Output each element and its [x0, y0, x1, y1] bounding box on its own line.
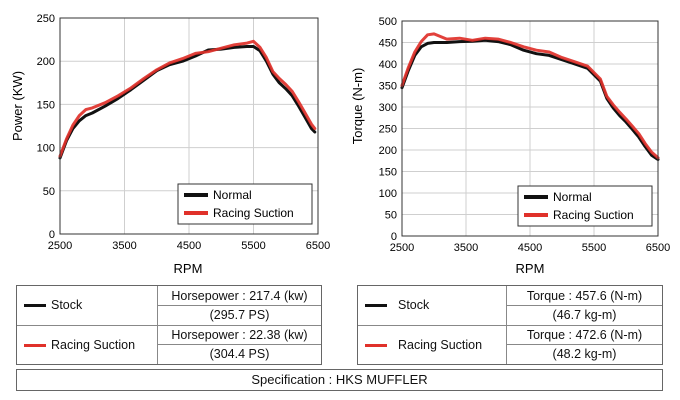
power-series-line-normal: [58, 45, 317, 160]
power-series-line-racing-suction: [58, 39, 317, 158]
torque-x-tick-label: 2500: [390, 242, 414, 254]
power-results-table: Stock Racing Suction Horsepower : 217.4 …: [16, 285, 322, 365]
power-legend: [177, 183, 313, 225]
stock-horsepower: Horsepower : 217.4 (kw): [171, 289, 308, 303]
power-legend-label: Racing Suction: [213, 206, 294, 220]
torque-y-axis-label: Torque (N-m): [350, 68, 365, 145]
stock-label: Stock: [398, 298, 430, 312]
torque-y-tick-label: 350: [379, 81, 397, 93]
torque-y-tick-label: 400: [379, 59, 397, 71]
torque-y-tick-label: 100: [379, 188, 397, 200]
torque-x-tick-label: 3500: [454, 242, 478, 254]
power-x-tick-label: 3500: [112, 240, 136, 252]
torque-x-tick-label: 6500: [646, 242, 670, 254]
power-x-axis-label: RPM: [174, 261, 203, 276]
power-x-tick-label: 4500: [177, 240, 201, 252]
racing-line-swatch: [365, 344, 387, 347]
torque-y-tick-label: 50: [385, 210, 397, 222]
power-x-tick-label: 2500: [48, 240, 72, 252]
torque-legend-label: Racing Suction: [553, 208, 634, 222]
torque-series-line-racing-suction: [400, 32, 660, 160]
torque-legend: [517, 185, 653, 227]
power-y-tick-label: 50: [43, 186, 55, 198]
torque-y-tick-label: 0: [391, 231, 397, 243]
torque-legend-label: Normal: [553, 190, 592, 204]
torque-series-line-normal: [400, 38, 660, 161]
power-y-axis-label: Power (KW): [10, 71, 25, 141]
stock-line-swatch: [365, 304, 387, 307]
torque-chart: 0 50 100 150 200 250 300 350 400 450 500 2500 3500 45…: [350, 16, 670, 276]
racing-torque-kgm: (48.2 kg-m): [552, 347, 617, 361]
torque-y-tick-label: 250: [379, 124, 397, 136]
power-y-tick-label: 0: [49, 229, 55, 241]
power-x-tick-label: 5500: [241, 240, 265, 252]
racing-line-swatch: [24, 344, 46, 347]
stock-label: Stock: [51, 298, 83, 312]
racing-horsepower-ps: (304.4 PS): [209, 347, 270, 361]
stock-torque: Torque : 457.6 (N-m): [526, 289, 643, 303]
torque-x-tick-label: 5500: [582, 242, 606, 254]
torque-results-table: Stock Racing Suction Torque : 457.6 (N-m…: [357, 285, 663, 365]
power-chart: 0 50 100 150 200 250 2500 3500 4500 5500 6500 Norm…: [10, 13, 330, 276]
power-x-tick-label: 6500: [306, 240, 330, 252]
power-y-tick-label: 100: [37, 143, 55, 155]
stock-line-swatch: [24, 304, 46, 307]
stock-horsepower-ps: (295.7 PS): [209, 308, 270, 322]
stock-torque-kgm: (46.7 kg-m): [552, 308, 617, 322]
specification-text: Specification : HKS MUFFLER: [251, 372, 428, 387]
power-legend-label: Normal: [213, 188, 252, 202]
racing-label: Racing Suction: [398, 338, 483, 352]
torque-y-tick-label: 500: [379, 16, 397, 28]
power-y-tick-label: 150: [37, 99, 55, 111]
specification-box: Specification : HKS MUFFLER: [16, 369, 663, 391]
racing-label: Racing Suction: [51, 338, 136, 352]
torque-y-tick-label: 150: [379, 167, 397, 179]
torque-x-tick-label: 4500: [518, 242, 542, 254]
torque-x-axis-label: RPM: [516, 261, 545, 276]
racing-torque: Torque : 472.6 (N-m): [526, 328, 643, 342]
racing-horsepower: Horsepower : 22.38 (kw): [171, 328, 308, 342]
torque-y-tick-label: 200: [379, 145, 397, 157]
power-y-tick-label: 250: [37, 13, 55, 25]
torque-y-tick-label: 300: [379, 102, 397, 114]
torque-y-tick-label: 450: [379, 38, 397, 50]
power-y-tick-label: 200: [37, 56, 55, 68]
